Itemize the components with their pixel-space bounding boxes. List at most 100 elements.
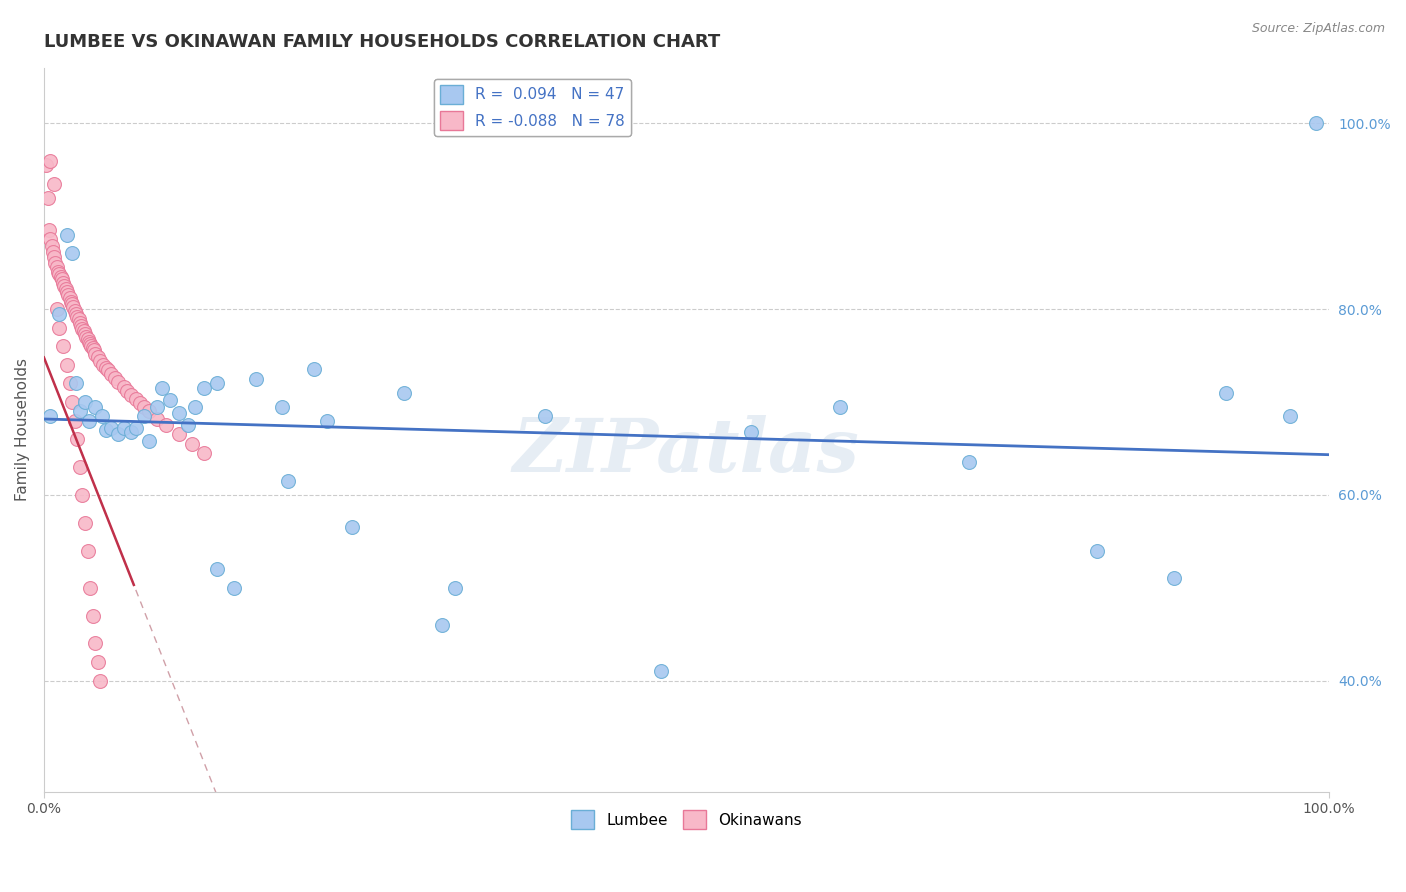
Point [48, 267, 70, 281]
Point [69, 459, 91, 474]
Point [91, 358, 114, 372]
Point [76, 543, 98, 558]
Point [70, 318, 93, 333]
Point [62, 300, 84, 314]
Point [35, 158, 58, 172]
Point [76, 332, 98, 346]
Point [44, 255, 66, 269]
Point [83, 343, 105, 357]
Point [48, 307, 70, 321]
Point [56, 227, 79, 242]
Point [207, 376, 229, 391]
Point [79, 337, 101, 351]
Point [167, 406, 190, 420]
Point [75, 330, 97, 344]
Point [180, 436, 202, 450]
Point [222, 581, 245, 595]
Point [87, 351, 110, 365]
Point [193, 381, 215, 395]
Point [65, 307, 87, 321]
Point [207, 562, 229, 576]
Point [107, 375, 129, 389]
Point [150, 381, 173, 395]
Point [184, 400, 207, 414]
Point [1163, 571, 1185, 585]
Point [155, 418, 177, 433]
Point [56, 285, 79, 300]
Point [94, 360, 117, 375]
Point [38, 223, 60, 237]
Point [45, 302, 67, 317]
Point [117, 384, 139, 398]
Point [72, 321, 94, 335]
Point [87, 655, 110, 669]
Point [97, 363, 120, 377]
Point [37, 191, 59, 205]
Point [138, 434, 160, 448]
Point [52, 339, 75, 353]
Point [84, 400, 107, 414]
Point [89, 673, 111, 688]
Point [73, 325, 96, 339]
Point [129, 396, 152, 410]
Point [55, 282, 77, 296]
Point [72, 488, 94, 502]
Point [56, 358, 79, 372]
Point [100, 421, 122, 435]
Point [830, 400, 852, 414]
Legend: Lumbee, Okinawans: Lumbee, Okinawans [565, 805, 807, 835]
Point [159, 393, 181, 408]
Point [66, 310, 89, 324]
Point [49, 269, 72, 284]
Point [60, 395, 83, 409]
Point [1305, 116, 1327, 130]
Point [277, 474, 299, 488]
Text: ZIPatlas: ZIPatlas [513, 416, 859, 488]
Point [73, 395, 96, 409]
Point [53, 279, 76, 293]
Text: LUMBEE VS OKINAWAN FAMILY HOUSEHOLDS CORRELATION CHART: LUMBEE VS OKINAWAN FAMILY HOUSEHOLDS COR… [44, 33, 720, 51]
Point [245, 372, 267, 386]
Point [1279, 409, 1302, 423]
Point [79, 581, 101, 595]
Point [69, 404, 91, 418]
Point [84, 636, 107, 650]
Point [45, 260, 67, 275]
Point [39, 232, 62, 246]
Point [138, 404, 160, 418]
Point [342, 520, 364, 534]
Point [146, 411, 169, 425]
Point [125, 421, 148, 435]
Point [392, 385, 415, 400]
Point [90, 409, 112, 423]
Point [120, 387, 142, 401]
Point [80, 339, 103, 353]
Point [100, 367, 122, 381]
Point [82, 341, 104, 355]
Point [89, 354, 111, 368]
Point [107, 427, 129, 442]
Point [58, 288, 80, 302]
Text: Source: ZipAtlas.com: Source: ZipAtlas.com [1251, 22, 1385, 36]
Point [534, 409, 557, 423]
Point [167, 427, 190, 442]
Point [39, 409, 62, 423]
Point [60, 297, 83, 311]
Point [52, 276, 75, 290]
Point [270, 400, 292, 414]
Point [46, 265, 69, 279]
Point [60, 246, 83, 260]
Point [177, 418, 200, 433]
Y-axis label: Family Households: Family Households [15, 359, 30, 501]
Point [39, 153, 62, 168]
Point [44, 177, 66, 191]
Point [302, 362, 325, 376]
Point [146, 400, 169, 414]
Point [73, 516, 96, 530]
Point [67, 312, 90, 326]
Point [430, 617, 453, 632]
Point [1087, 543, 1109, 558]
Point [77, 413, 100, 427]
Point [51, 272, 73, 286]
Point [44, 250, 66, 264]
